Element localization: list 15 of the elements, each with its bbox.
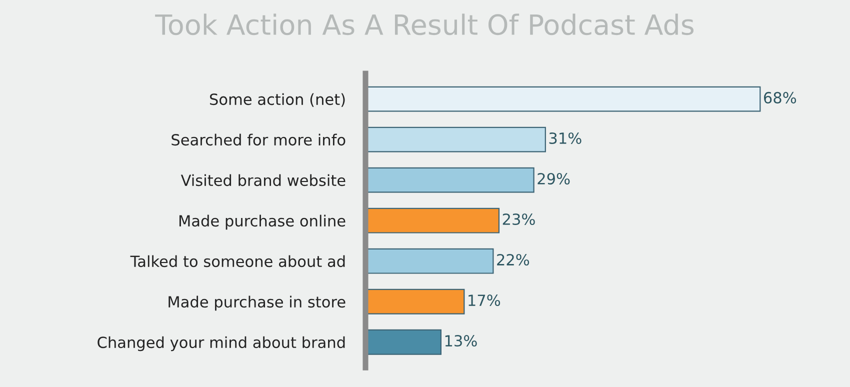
- data-label: 17%: [468, 294, 500, 306]
- y-tick-label: Visited brand website: [180, 174, 346, 186]
- data-label: 29%: [538, 172, 570, 185]
- y-tick-label: Made purchase in store: [168, 296, 346, 311]
- data-label: 23%: [502, 213, 535, 226]
- y-tick-label: Searched for more info: [172, 134, 346, 146]
- data-label: 22%: [497, 254, 530, 266]
- data-label: 13%: [445, 335, 477, 347]
- y-tick-label: Talked to someone about ad: [130, 255, 345, 268]
- data-label: 68%: [764, 92, 796, 104]
- y-tick-label: Some action (net): [210, 93, 345, 107]
- y-tick-label: Changed your mind about brand: [98, 336, 345, 352]
- data-label: 31%: [549, 132, 582, 144]
- chart-title: Took Action As A Result Of Podcast Ads: [155, 14, 694, 36]
- y-tick-label: Made purchase online: [179, 214, 346, 230]
